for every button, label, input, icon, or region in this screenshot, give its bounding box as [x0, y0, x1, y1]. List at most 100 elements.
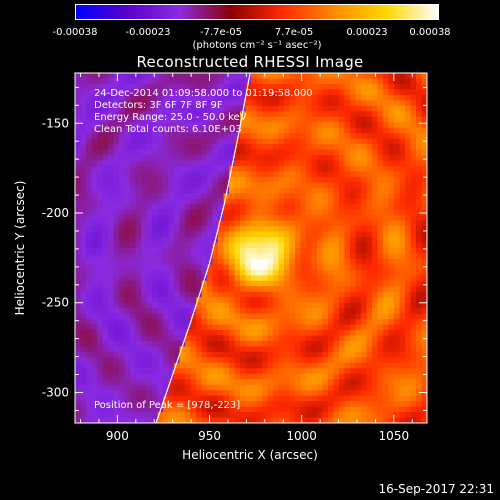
heatmap-cell: [361, 373, 367, 380]
heatmap-cell: [416, 395, 422, 402]
heatmap-cell: [196, 182, 202, 189]
heatmap-cell: [410, 319, 417, 325]
heatmap-cell: [97, 160, 103, 167]
heatmap-cell: [163, 269, 169, 276]
heatmap-cell: [295, 105, 301, 112]
heatmap-cell: [102, 209, 109, 216]
heatmap-cell: [350, 280, 356, 287]
heatmap-cell: [344, 335, 351, 342]
heatmap-cell: [75, 269, 81, 276]
heatmap-cell: [229, 144, 235, 150]
heatmap-cell: [229, 253, 235, 260]
heatmap-cell: [157, 220, 164, 227]
heatmap-cell: [91, 171, 98, 178]
heatmap-cell: [300, 248, 307, 254]
heatmap-cell: [174, 176, 180, 183]
heatmap-cell: [300, 83, 307, 90]
heatmap-cell: [300, 149, 307, 156]
heatmap-cell: [179, 144, 186, 150]
heatmap-cell: [135, 242, 142, 249]
heatmap-cell: [223, 368, 230, 375]
heatmap-cell: [410, 253, 417, 260]
heatmap-cell: [273, 160, 279, 167]
heatmap-cell: [256, 116, 263, 123]
heatmap-cell: [157, 291, 164, 298]
heatmap-cell: [207, 357, 213, 364]
heatmap-cell: [130, 89, 136, 96]
heatmap-cell: [218, 149, 224, 156]
heatmap-cell: [267, 390, 274, 397]
heatmap-cell: [421, 346, 428, 353]
heatmap-cell: [152, 248, 158, 254]
heatmap-cell: [152, 253, 158, 260]
heatmap-cell: [168, 94, 175, 101]
heatmap-cell: [344, 83, 351, 90]
heatmap-cell: [163, 149, 169, 156]
heatmap-cell: [388, 248, 395, 254]
heatmap-cell: [212, 248, 219, 254]
heatmap-cell: [388, 193, 395, 200]
heatmap-cell: [366, 122, 373, 129]
heatmap-cell: [366, 100, 373, 107]
heatmap-cell: [212, 83, 219, 90]
heatmap-cell: [317, 379, 323, 386]
heatmap-cell: [218, 209, 224, 216]
heatmap-cell: [311, 330, 318, 336]
heatmap-cell: [256, 83, 263, 90]
heatmap-cell: [86, 83, 92, 90]
heatmap-cell: [207, 122, 213, 129]
heatmap-cell: [350, 297, 356, 304]
heatmap-cell: [328, 346, 334, 353]
heatmap-cell: [377, 193, 384, 200]
heatmap-cell: [174, 105, 180, 112]
heatmap-cell: [190, 291, 197, 298]
heatmap-cell: [410, 155, 417, 161]
heatmap-cell: [97, 122, 103, 129]
heatmap-cell: [372, 83, 378, 90]
heatmap-cell: [179, 373, 186, 380]
heatmap-cell: [262, 308, 268, 315]
heatmap-cell: [124, 127, 131, 134]
heatmap-cell: [196, 362, 202, 369]
heatmap-cell: [91, 269, 98, 276]
heatmap-cell: [344, 231, 351, 238]
heatmap-cell: [124, 83, 131, 90]
heatmap-cell: [339, 417, 345, 424]
heatmap-cell: [300, 94, 307, 101]
heatmap-cell: [383, 78, 389, 85]
heatmap-cell: [366, 116, 373, 123]
heatmap-cell: [366, 390, 373, 397]
heatmap-cell: [361, 83, 367, 90]
heatmap-cell: [207, 237, 213, 243]
colorbar-tick-label: -7.7e-05: [200, 27, 242, 38]
heatmap-cell: [190, 242, 197, 249]
heatmap-cell: [377, 182, 384, 189]
heatmap-cell: [399, 264, 406, 271]
heatmap-cell: [102, 357, 109, 364]
heatmap-cell: [245, 324, 252, 331]
heatmap-cell: [372, 330, 378, 336]
heatmap-cell: [317, 138, 323, 145]
heatmap-cell: [179, 319, 186, 325]
heatmap-cell: [229, 116, 235, 123]
heatmap-cell: [86, 291, 92, 298]
heatmap-cell: [102, 297, 109, 304]
heatmap-cell: [223, 313, 230, 320]
heatmap-cell: [157, 368, 164, 375]
heatmap-cell: [416, 319, 422, 325]
heatmap-cell: [141, 73, 147, 79]
heatmap-cell: [355, 384, 362, 391]
heatmap-cell: [333, 330, 340, 336]
heatmap-cell: [201, 144, 208, 150]
heatmap-cell: [157, 94, 164, 101]
heatmap-cell: [273, 324, 279, 331]
heatmap-cell: [399, 324, 406, 331]
heatmap-cell: [102, 160, 109, 167]
heatmap-cell: [416, 258, 422, 265]
heatmap-cell: [421, 357, 428, 364]
heatmap-cell: [273, 248, 279, 254]
heatmap-cell: [223, 330, 230, 336]
heatmap-cell: [339, 182, 345, 189]
heatmap-cell: [240, 357, 246, 364]
heatmap-cell: [322, 253, 329, 260]
